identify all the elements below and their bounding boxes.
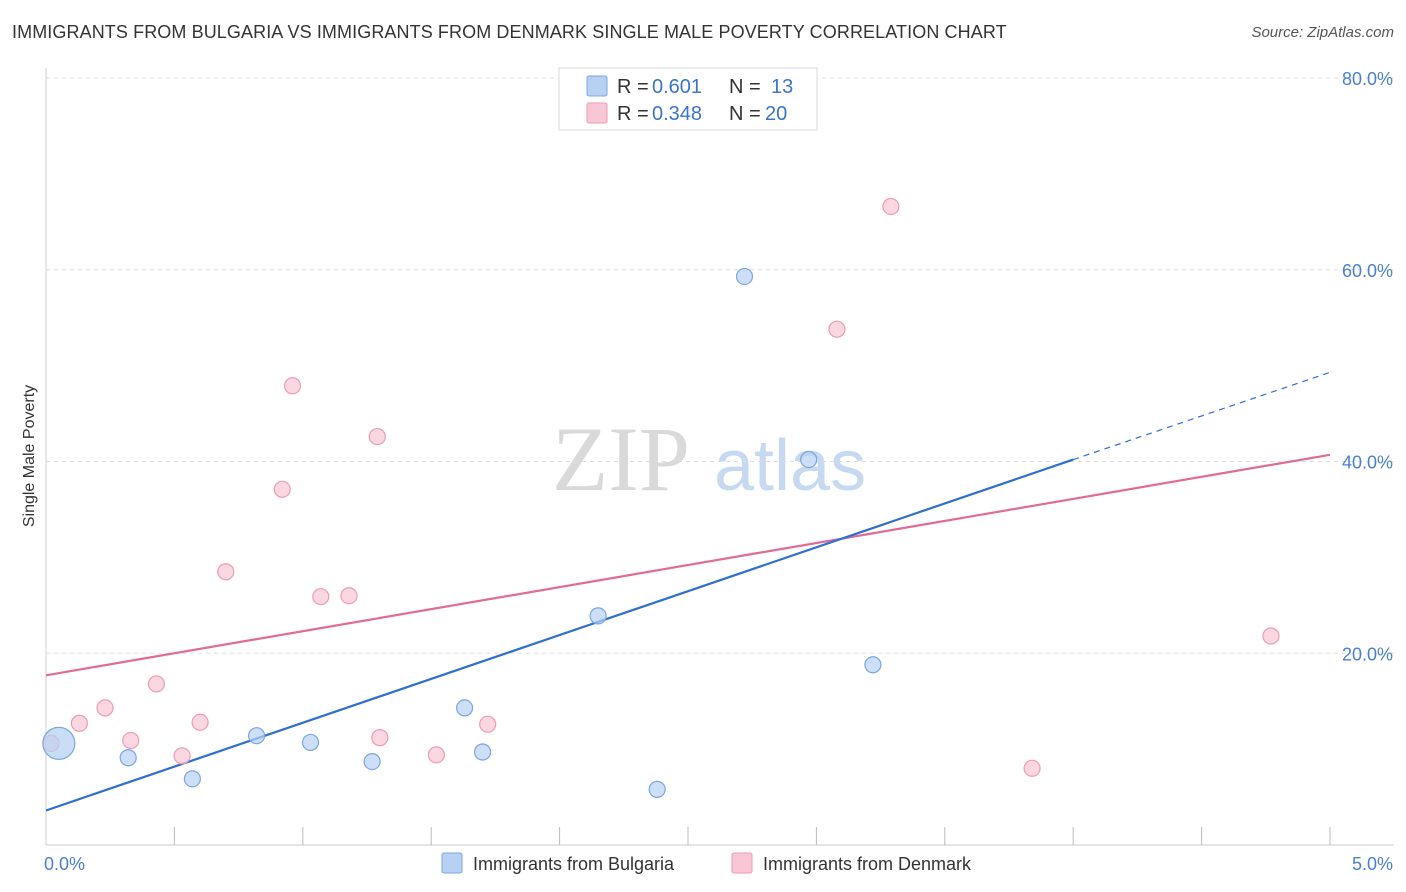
watermark: ZIP atlas [552,408,866,510]
point-denmark [368,427,386,446]
watermark-zip: ZIP [552,408,690,510]
legend-r-value-denmark: 0.348 [652,103,702,125]
point-denmark [828,320,846,338]
trend-line-denmark [45,453,1331,677]
data-points [42,197,1280,798]
point-denmark [371,729,389,747]
point-denmark [312,588,330,606]
y-tick-label-80: 80.0% [1342,69,1393,89]
gridlines [46,77,1394,654]
series-legend-label-denmark: Immigrants from Denmark [763,854,972,874]
stats-legend: R = 0.601 N = 13 R = 0.348 N = 20 [558,67,818,131]
trend-line-bulgaria-extension [1073,371,1331,461]
point-bulgaria [247,727,266,745]
legend-swatch-denmark [586,102,608,124]
source-label: Source: ZipAtlas.com [1251,24,1394,41]
point-bulgaria [800,450,818,469]
y-axis-label: Single Male Poverty [21,385,38,527]
y-tick-labels: 20.0% 40.0% 60.0% 80.0% [1342,69,1393,664]
point-denmark [340,587,358,605]
point-bulgaria [473,743,492,761]
point-bulgaria [648,780,666,798]
point-denmark [273,480,291,498]
x-tick-labels: 0.0% 5.0% [44,854,1393,874]
point-bulgaria [119,749,137,767]
point-denmark [217,563,235,581]
legend-n-value-denmark: 20 [765,103,787,125]
trend-lines [45,371,1331,812]
point-denmark [122,731,140,750]
point-bulgaria [183,770,201,788]
point-denmark [1262,627,1280,645]
point-denmark [427,746,445,764]
point-bulgaria [363,752,381,771]
point-denmark [96,699,114,717]
legend-n-label-denmark: N = [729,103,761,125]
point-denmark [173,747,191,765]
point-bulgaria [42,726,76,760]
trend-line-bulgaria [45,458,1074,812]
point-bulgaria [735,267,754,286]
point-denmark [70,714,88,732]
series-legend-label-bulgaria: Immigrants from Bulgaria [473,854,675,874]
watermark-atlas: atlas [714,426,866,506]
legend-n-label-bulgaria: N = [729,76,761,98]
x-tick-label-0: 0.0% [44,854,85,874]
y-tick-label-60: 60.0% [1342,261,1393,281]
point-denmark [147,675,166,693]
legend-swatch-bulgaria [586,75,608,97]
series-legend-swatch-denmark [731,852,753,874]
point-bulgaria [301,733,320,752]
point-denmark [1023,759,1041,777]
point-bulgaria [455,699,474,717]
chart-title: IMMIGRANTS FROM BULGARIA VS IMMIGRANTS F… [12,22,1007,42]
y-tick-label-20: 20.0% [1342,644,1393,664]
point-denmark [283,377,302,395]
axes [45,68,1394,846]
y-tick-label-40: 40.0% [1342,453,1393,473]
point-bulgaria [864,656,882,674]
point-denmark [882,197,900,216]
point-bulgaria [589,607,607,625]
series-legend: Immigrants from Bulgaria Immigrants from… [441,852,972,874]
point-denmark [479,715,497,733]
legend-n-value-bulgaria: 13 [771,76,793,98]
legend-r-label-bulgaria: R = [617,76,649,98]
x-tick-label-5: 5.0% [1352,854,1393,874]
series-legend-swatch-bulgaria [441,852,463,874]
legend-r-label-denmark: R = [617,103,649,125]
legend-r-value-bulgaria: 0.601 [652,76,702,98]
point-denmark [191,713,209,731]
